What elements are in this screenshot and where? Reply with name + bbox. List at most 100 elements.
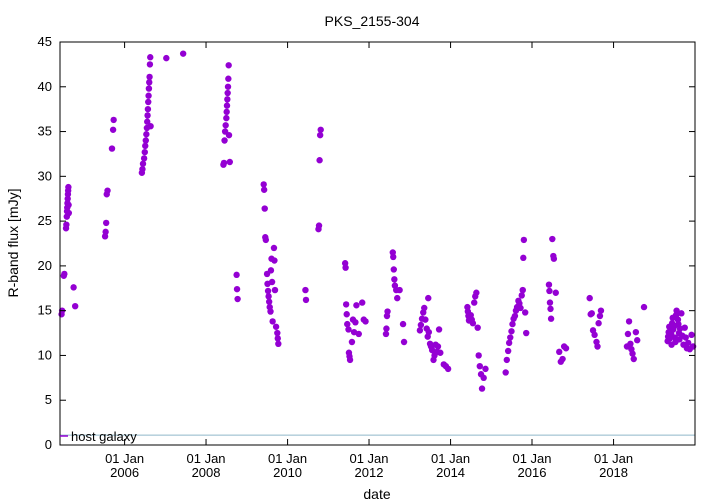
data-point: [261, 205, 268, 212]
chart-title: PKS_2155-304: [325, 13, 420, 29]
legend: host galaxy: [60, 429, 137, 444]
y-tick-label: 25: [38, 213, 52, 228]
data-point: [473, 289, 480, 296]
data-point: [425, 328, 433, 336]
data-point: [547, 315, 555, 322]
data-point: [71, 302, 79, 310]
x-tick-label-line2: 2018: [599, 465, 628, 480]
data-point: [437, 349, 444, 356]
data-point: [225, 75, 232, 82]
data-point: [474, 324, 481, 331]
data-point: [556, 348, 563, 356]
data-point: [511, 312, 519, 320]
data-point: [688, 331, 695, 339]
data-point: [265, 293, 272, 300]
data-point: [233, 271, 240, 279]
data-point: [520, 254, 527, 262]
data-point: [640, 303, 648, 311]
x-tick-label-line1: 01 Jan: [268, 451, 307, 466]
data-point: [315, 222, 323, 229]
data-point: [482, 365, 489, 373]
data-point: [110, 116, 117, 124]
y-tick-label: 30: [38, 168, 52, 183]
data-point: [145, 85, 153, 92]
data-point: [400, 338, 408, 346]
x-tick-label-line2: 2010: [273, 465, 302, 480]
data-point: [234, 295, 241, 303]
data-point: [509, 320, 516, 328]
data-point: [142, 137, 149, 144]
data-point: [552, 289, 559, 296]
data-point: [224, 89, 231, 97]
data-point: [625, 318, 633, 325]
data-point: [346, 356, 354, 364]
data-point: [222, 122, 229, 129]
data-point: [223, 102, 231, 109]
x-tick-label-line2: 2014: [436, 465, 465, 480]
data-point: [260, 186, 268, 193]
x-tick-label-line2: 2008: [192, 465, 221, 480]
plot-frame: [59, 41, 696, 446]
data-point: [684, 339, 692, 347]
y-tick-label: 20: [38, 258, 52, 273]
data-point: [547, 305, 554, 313]
data-point: [302, 296, 310, 304]
data-point: [63, 221, 70, 228]
data-point: [342, 301, 350, 308]
data-point: [503, 356, 510, 364]
data-point: [520, 236, 528, 244]
data-point: [344, 320, 351, 328]
y-tick-label: 5: [45, 392, 52, 407]
data-point: [546, 299, 554, 306]
data-point: [146, 73, 153, 81]
data-points: [58, 50, 697, 392]
data-point: [523, 329, 530, 337]
data-point: [629, 350, 636, 357]
data-point: [634, 337, 641, 344]
data-point: [267, 308, 274, 315]
data-point: [343, 311, 350, 318]
data-point: [142, 142, 149, 150]
data-point: [262, 236, 270, 244]
data-point: [681, 324, 688, 331]
y-tick-label: 45: [38, 34, 52, 49]
data-point: [147, 122, 154, 130]
x-tick-label-line2: 2006: [110, 465, 139, 480]
data-point: [630, 355, 637, 363]
data-point: [594, 343, 601, 350]
data-point: [421, 304, 428, 312]
x-tick-label-line1: 01 Jan: [105, 451, 144, 466]
data-point: [224, 96, 231, 103]
data-point: [362, 318, 369, 325]
data-point: [147, 54, 154, 61]
data-point: [144, 118, 151, 125]
y-axis-label: R-band flux [mJy]: [5, 189, 21, 298]
data-point: [546, 287, 553, 295]
data-point: [220, 159, 228, 167]
legend-label-host-galaxy: host galaxy: [71, 429, 137, 444]
data-point: [275, 340, 282, 348]
data-point: [595, 320, 602, 327]
data-point: [264, 287, 272, 295]
data-point: [475, 352, 482, 359]
data-point: [588, 310, 596, 317]
data-point: [65, 209, 73, 217]
data-point: [61, 270, 68, 278]
data-point: [109, 126, 117, 133]
data-point: [223, 114, 230, 122]
data-point: [225, 131, 233, 139]
data-point: [143, 131, 150, 138]
data-point: [163, 54, 170, 62]
data-point: [225, 62, 232, 69]
data-point: [480, 374, 487, 382]
data-point: [507, 334, 514, 341]
data-point: [317, 126, 324, 133]
y-tick-label: 35: [38, 124, 52, 139]
data-point: [108, 145, 116, 152]
data-point: [390, 266, 397, 273]
y-tick-label: 10: [38, 347, 52, 362]
data-point: [390, 253, 397, 261]
data-point: [522, 309, 529, 316]
x-tick-label-line1: 01 Jan: [594, 451, 633, 466]
data-point: [383, 325, 390, 332]
